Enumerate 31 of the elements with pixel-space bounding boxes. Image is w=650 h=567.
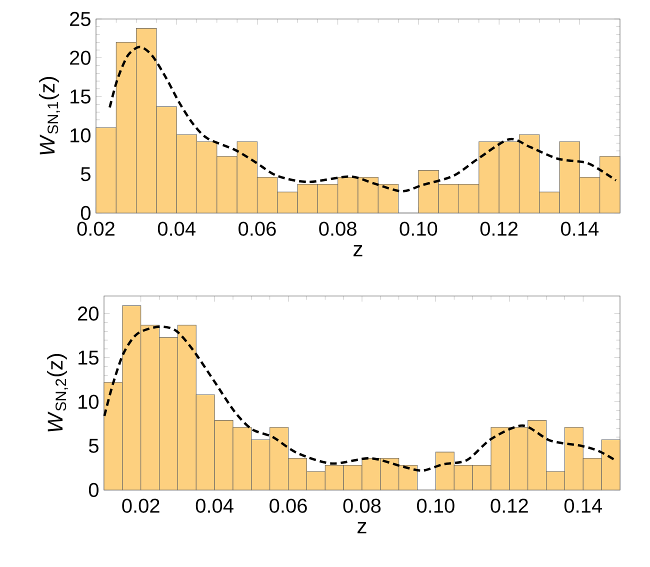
x-tick-label: 0.10 bbox=[417, 498, 454, 513]
x-tick-label: 0.02 bbox=[122, 498, 160, 513]
y-tick-label: 20 bbox=[70, 50, 90, 65]
x-tick-label: 0.08 bbox=[343, 498, 381, 513]
x-tick-label: 0.06 bbox=[238, 222, 276, 236]
y-tick-label: 5 bbox=[88, 438, 98, 453]
y-tick-label: 5 bbox=[80, 167, 90, 182]
x-tick-label: 0.02 bbox=[77, 222, 114, 236]
y-axis-title: W$_{SN,2}$(z) bbox=[47, 354, 68, 432]
y-tick-label: 0 bbox=[88, 482, 98, 498]
y-tick-label: 10 bbox=[78, 394, 98, 409]
x-axis-title: z bbox=[354, 245, 362, 256]
x-tick-label: 0.12 bbox=[480, 222, 518, 236]
y-axis-title: W$_{SN,1}$(z) bbox=[39, 77, 60, 154]
y-tick-label: 20 bbox=[78, 306, 98, 321]
x-tick-label: 0.12 bbox=[490, 498, 528, 513]
x-tick-label: 0.04 bbox=[158, 222, 196, 236]
x-axis-title: z bbox=[358, 522, 366, 534]
y-tick-label: 0 bbox=[80, 206, 90, 220]
y-tick-label: 10 bbox=[70, 128, 90, 142]
x-tick-label: 0.14 bbox=[564, 498, 602, 513]
y-tick-label: 15 bbox=[78, 350, 98, 365]
x-tick-label: 0.08 bbox=[319, 222, 356, 236]
x-tick-label: 0.14 bbox=[561, 222, 599, 236]
y-tick-label: 25 bbox=[70, 12, 90, 26]
x-tick-label: 0.10 bbox=[400, 222, 438, 236]
y-tick-label: 15 bbox=[70, 90, 90, 104]
x-tick-label: 0.06 bbox=[270, 498, 307, 513]
line-series bbox=[103, 326, 616, 472]
x-tick-label: 0.04 bbox=[196, 498, 234, 513]
line-series bbox=[108, 46, 618, 192]
